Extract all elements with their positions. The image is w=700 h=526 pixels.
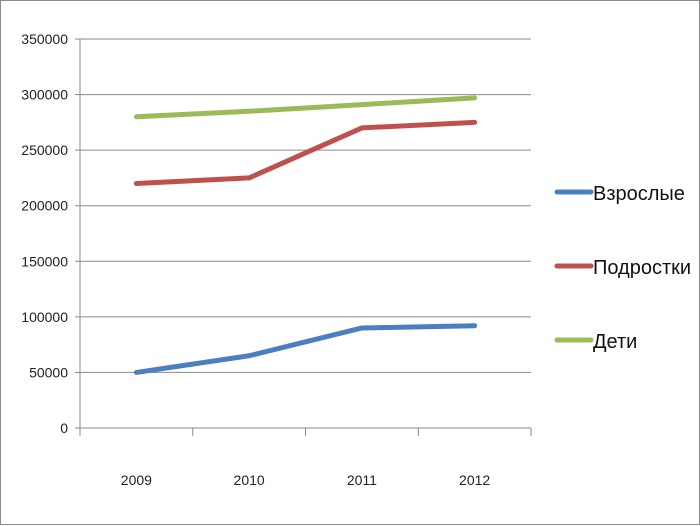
grid-lines — [80, 38, 531, 373]
x-tick-labels: 2009 2010 2011 2012 — [121, 472, 491, 488]
y-tick-labels: 0 50000 100000 150000 200000 250000 300000 3500… — [21, 31, 68, 436]
y-tick-label: 0 — [60, 420, 68, 436]
x-tick-label: 2010 — [234, 472, 265, 488]
y-tick-label: 350000 — [21, 31, 68, 47]
series-lines — [133, 95, 478, 375]
y-tick-label: 200000 — [21, 198, 68, 214]
legend: Взрослые Подростки Дети — [554, 183, 691, 353]
series-line — [133, 119, 478, 186]
axes — [75, 38, 532, 436]
legend-label: Взрослые — [593, 183, 685, 205]
series-line — [133, 323, 478, 375]
y-tick-label: 150000 — [21, 253, 68, 269]
legend-label: Дети — [593, 331, 637, 353]
y-tick-label: 100000 — [21, 309, 68, 325]
x-tick-label: 2009 — [121, 472, 152, 488]
y-tick-label: 300000 — [21, 87, 68, 103]
x-tick-label: 2012 — [459, 472, 490, 488]
x-tick-label: 2011 — [347, 472, 377, 488]
series-line — [133, 95, 478, 120]
y-tick-label: 250000 — [21, 142, 68, 158]
y-tick-label: 50000 — [29, 364, 68, 380]
legend-label: Подростки — [593, 257, 691, 279]
